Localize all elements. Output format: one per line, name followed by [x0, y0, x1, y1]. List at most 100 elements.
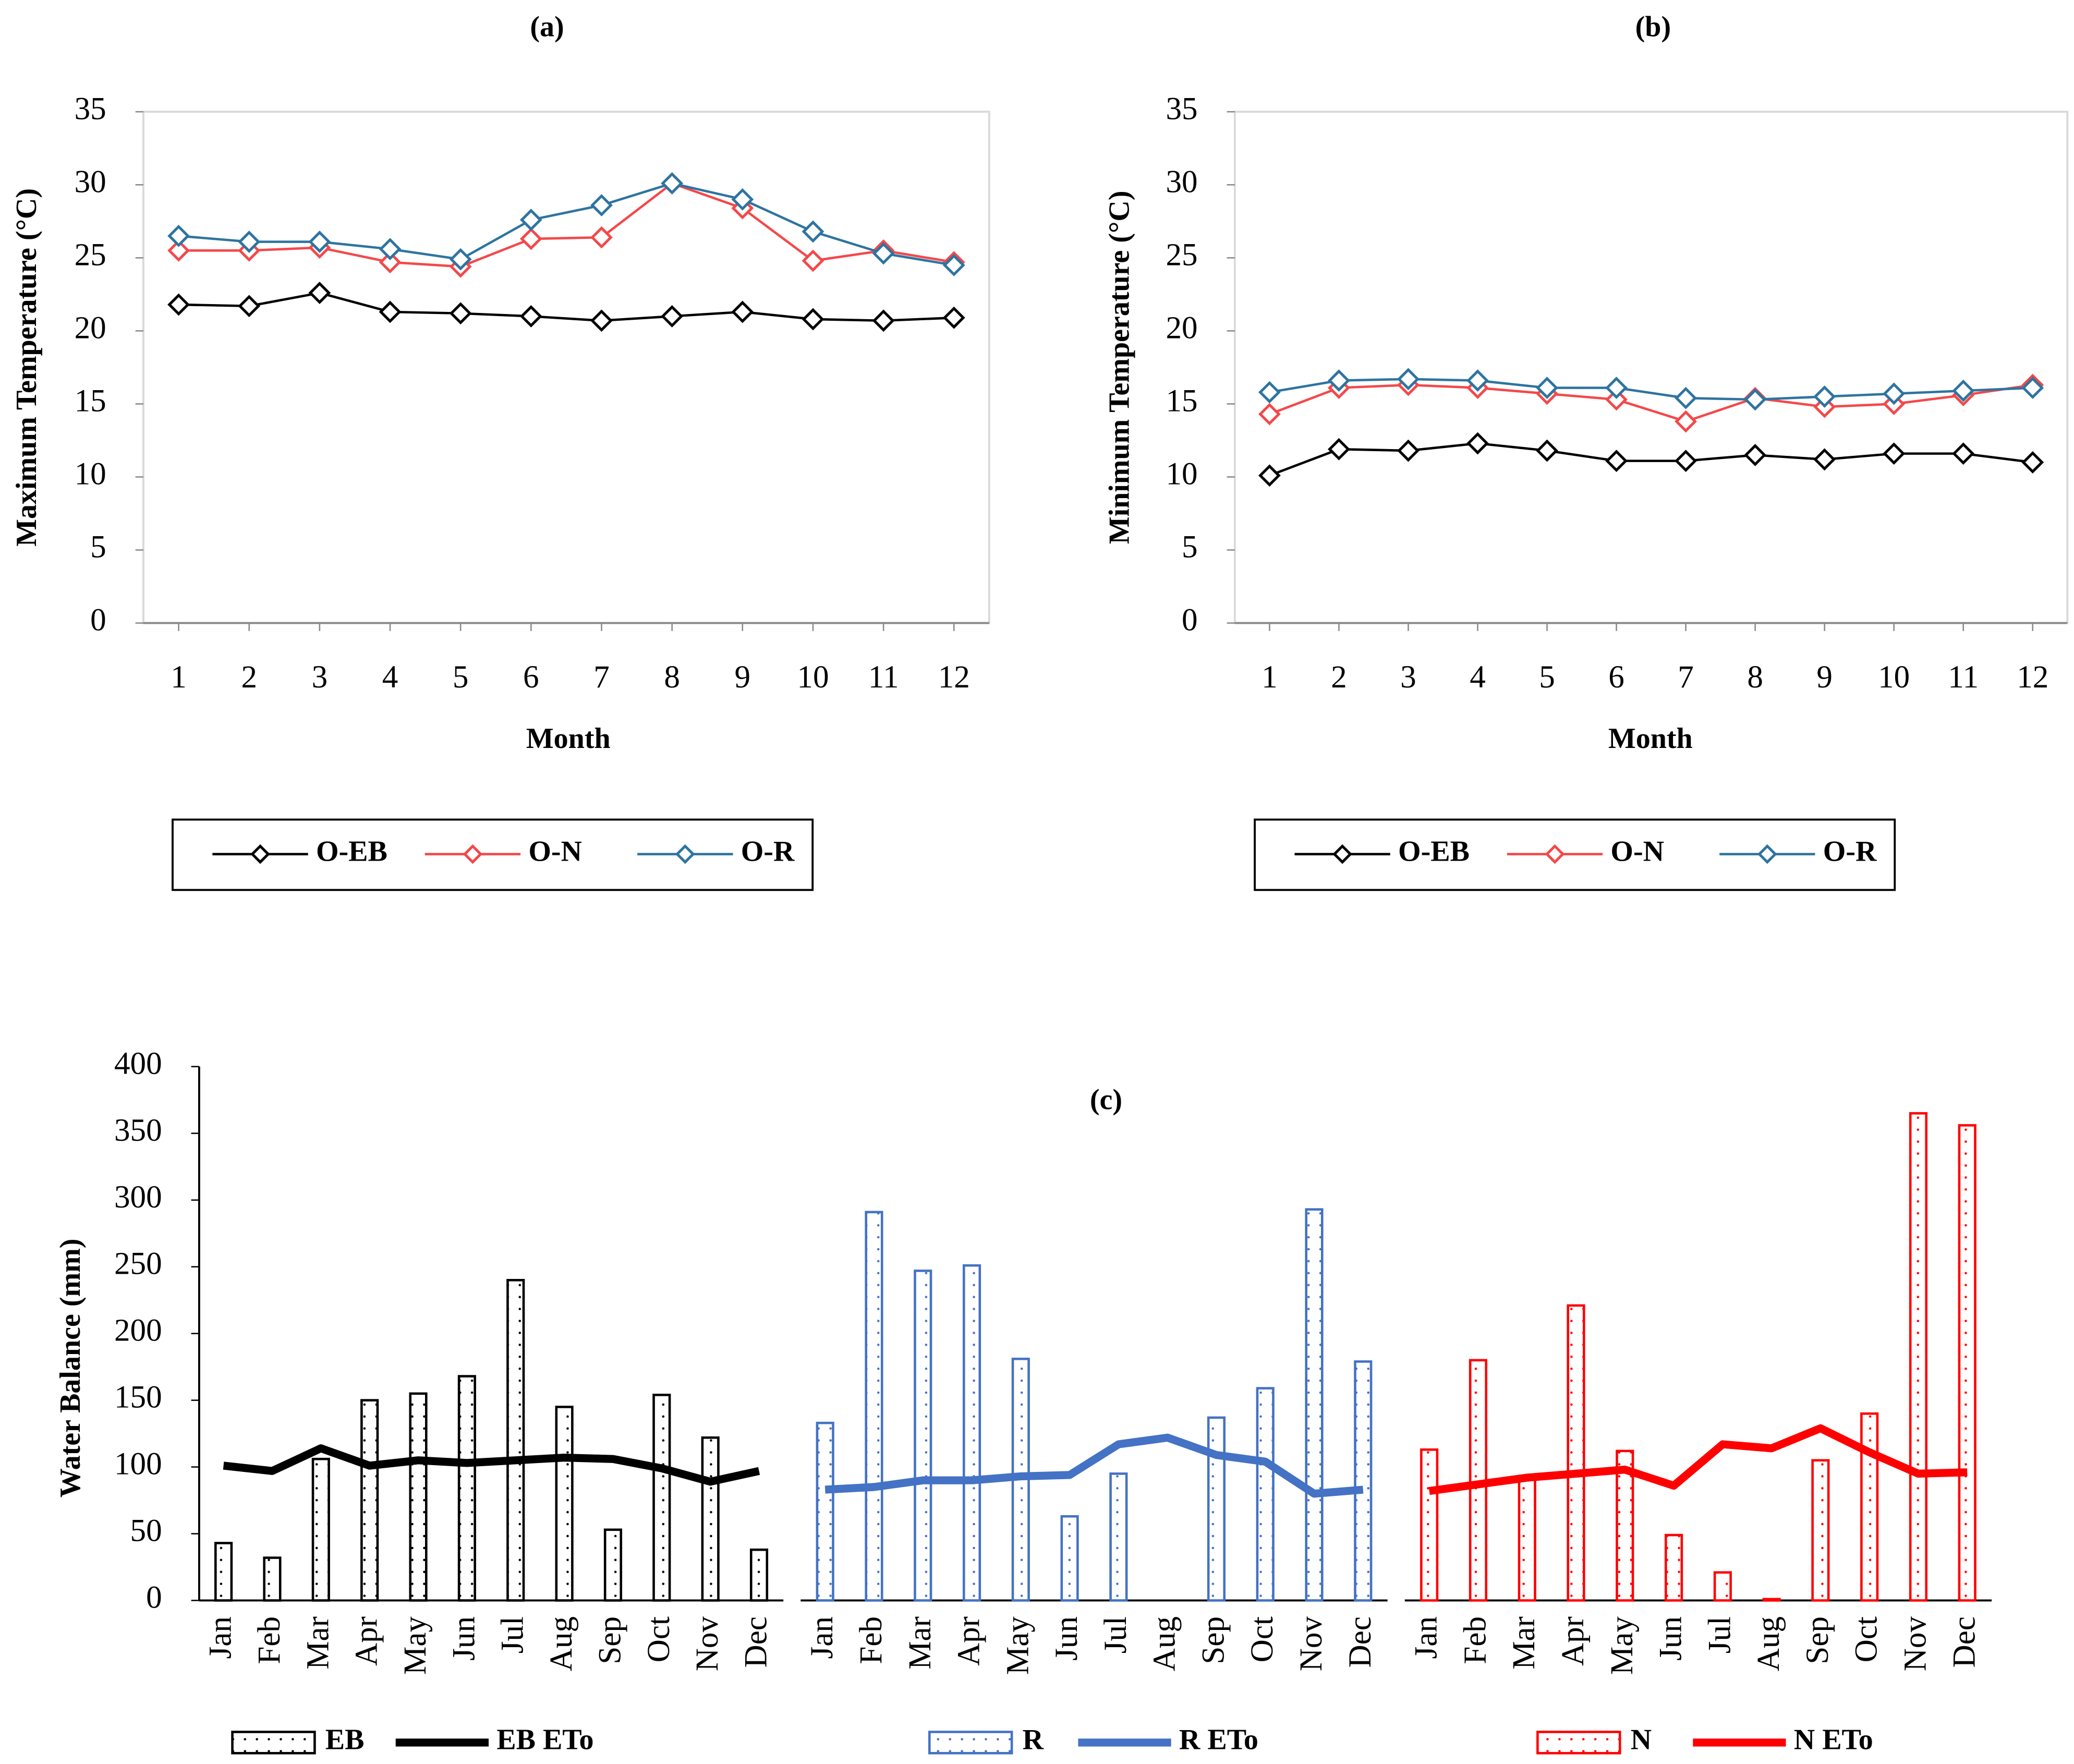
bar — [1420, 1448, 1439, 1602]
point-marker — [1258, 464, 1281, 487]
x-tick-label: Jul — [1702, 1616, 1737, 1653]
point-marker — [2021, 377, 2044, 400]
point-marker — [590, 194, 613, 216]
legend-box — [172, 818, 814, 891]
point-marker — [942, 253, 965, 276]
y-tick-label: 400 — [114, 1046, 162, 1081]
y-tick-label: 100 — [114, 1447, 162, 1482]
x-tick-label: May — [398, 1616, 433, 1675]
x-tick-label: 7 — [1678, 660, 1694, 695]
y-tick-label: 20 — [1166, 310, 1197, 345]
bar — [1616, 1449, 1634, 1602]
point-marker — [1813, 448, 1836, 471]
legend-swatch — [1536, 1731, 1621, 1755]
point-marker — [1744, 388, 1767, 411]
bar — [749, 1548, 769, 1602]
bar — [1909, 1112, 1928, 1602]
y-tick-label: 10 — [1166, 456, 1197, 491]
x-tick-label: 2 — [241, 660, 257, 695]
point-marker — [590, 226, 613, 249]
x-tick-label: Nov — [1898, 1616, 1933, 1672]
legend-marker — [1545, 844, 1565, 864]
x-tick-label: 4 — [382, 660, 398, 695]
series-line — [223, 1444, 760, 1486]
y-tick-label: 30 — [75, 164, 106, 199]
x-tick-label: Feb — [252, 1616, 287, 1664]
point-marker — [1952, 442, 1975, 465]
x-tick-label: Jul — [495, 1616, 530, 1653]
point-marker — [1605, 450, 1628, 473]
x-tick-label: 5 — [453, 660, 469, 695]
point-marker — [519, 227, 542, 250]
point-marker — [167, 224, 190, 247]
point-marker — [731, 188, 754, 211]
y-tick-label: 50 — [130, 1514, 162, 1549]
x-tick-label: 11 — [1948, 660, 1979, 695]
plot-frame — [142, 111, 990, 624]
bar — [1518, 1476, 1536, 1602]
y-tick-label: 25 — [75, 237, 106, 272]
series-line — [1428, 1424, 1968, 1495]
series-line — [824, 1433, 1364, 1498]
y-tick-label: 15 — [75, 383, 106, 418]
x-tick-label: 4 — [1470, 660, 1486, 695]
x-tick-label: 9 — [1816, 660, 1833, 695]
legend-label: O-R — [741, 835, 795, 867]
bar — [701, 1436, 720, 1602]
point-marker — [590, 309, 613, 332]
point-marker — [1328, 369, 1350, 392]
legend-marker — [463, 844, 483, 864]
y-tick-label: 25 — [1166, 237, 1197, 272]
y-tick-label: 10 — [75, 456, 106, 491]
legend-label: O-N — [528, 835, 582, 867]
point-marker — [731, 300, 754, 323]
legend-label: O-EB — [316, 835, 387, 867]
point-marker — [1258, 403, 1281, 426]
legend-marker — [675, 844, 695, 864]
x-tick-label: Mar — [300, 1616, 335, 1670]
x-tick-label: Jun — [1049, 1616, 1084, 1661]
point-marker — [1466, 432, 1489, 455]
x-tick-label: Mar — [903, 1616, 938, 1670]
x-tick-label: 6 — [1608, 660, 1624, 695]
x-tick-label: Sep — [592, 1616, 627, 1664]
x-tick-label: 12 — [2017, 660, 2048, 695]
point-marker — [167, 239, 190, 262]
point-marker — [1883, 442, 1906, 465]
point-marker — [1397, 439, 1420, 462]
point-marker — [2021, 451, 2044, 474]
y-tick-label: 35 — [1166, 91, 1197, 126]
bar — [865, 1211, 883, 1602]
point-marker — [1813, 385, 1836, 408]
point-marker — [238, 295, 261, 318]
bar — [1060, 1515, 1079, 1602]
point-marker — [1675, 386, 1697, 409]
x-tick-label: 3 — [312, 660, 328, 695]
point-marker — [942, 306, 965, 329]
y-tick-label: 5 — [1182, 529, 1198, 564]
x-tick-label: Feb — [854, 1616, 889, 1664]
bar — [506, 1279, 525, 1602]
bar — [603, 1528, 623, 1602]
x-tick-label: Dec — [1947, 1616, 1982, 1668]
y-tick-label: 300 — [114, 1180, 162, 1215]
point-marker — [802, 220, 824, 243]
point-marker — [1536, 377, 1558, 400]
chart-title: (a) — [530, 10, 564, 43]
x-tick-label: Jun — [1654, 1616, 1689, 1661]
point-marker — [1605, 388, 1628, 411]
y-tick-label: 30 — [1166, 164, 1197, 199]
legend-swatch — [231, 1731, 316, 1755]
bar — [555, 1406, 574, 1602]
point-marker — [661, 172, 684, 195]
y-tick-label: 15 — [1166, 383, 1197, 418]
series-line — [1269, 378, 2033, 401]
legend-label: EB ETo — [496, 1724, 593, 1756]
x-tick-label: 9 — [735, 660, 751, 695]
x-tick-label: 6 — [523, 660, 539, 695]
x-tick-label: 5 — [1539, 660, 1555, 695]
y-tick-label: 0 — [146, 1580, 162, 1615]
legend-marker — [1332, 844, 1352, 864]
